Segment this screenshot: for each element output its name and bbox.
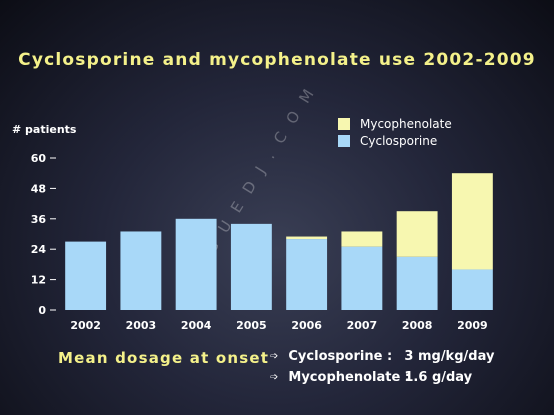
y-tick-label: 60 xyxy=(31,152,47,165)
x-tick-label: 2003 xyxy=(126,319,157,332)
y-tick-label: 0 xyxy=(38,304,46,317)
legend-swatch-cyclosporine xyxy=(338,135,350,147)
dosage-drug: Cyclosporine : xyxy=(288,349,393,364)
bar-mycophenolate-2009 xyxy=(451,173,493,270)
legend-label-cyclosporine: Cyclosporine xyxy=(360,134,437,148)
arrow-right-icon: ➩ xyxy=(270,372,279,383)
bar-cyclosporine-2009 xyxy=(451,269,493,310)
y-axis-ticks: 0 12 24 36 48 60 xyxy=(31,152,56,317)
bar-cyclosporine-2003 xyxy=(120,231,162,310)
x-tick-label: 2004 xyxy=(181,319,212,332)
y-tick-label: 48 xyxy=(31,182,46,195)
x-axis-ticks: 2002 2003 2004 2005 2006 2007 2008 2009 xyxy=(70,319,487,332)
x-tick-label: 2002 xyxy=(70,319,101,332)
arrow-right-icon: ➩ xyxy=(270,351,279,362)
bar-mycophenolate-2008 xyxy=(396,211,438,257)
x-tick-label: 2005 xyxy=(236,319,267,332)
dosage-row-cyclosporine: ➩ Cyclosporine : 3 mg/kg/day xyxy=(270,349,494,364)
y-tick-label: 36 xyxy=(31,213,47,226)
slide-title: Cyclosporine and mycophenolate use 2002-… xyxy=(18,50,536,70)
bar-cyclosporine-2008 xyxy=(396,256,438,310)
bar-mycophenolate-2007 xyxy=(341,231,383,247)
legend-swatch-mycophenolate xyxy=(338,118,350,130)
dosage-section: Mean dosage at onset ➩ Cyclosporine : 3 … xyxy=(0,345,554,395)
dosage-heading: Mean dosage at onset xyxy=(58,349,270,367)
bar-cyclosporine-2006 xyxy=(286,239,328,310)
legend-label-mycophenolate: Mycophenolate xyxy=(360,117,452,131)
x-tick-label: 2008 xyxy=(402,319,433,332)
bar-cyclosporine-2007 xyxy=(341,246,383,310)
x-tick-label: 2006 xyxy=(291,319,322,332)
bar-cyclosporine-2004 xyxy=(175,218,217,310)
y-axis-label: # patients xyxy=(12,123,77,136)
dosage-value: 3 mg/kg/day xyxy=(404,349,495,364)
legend: Mycophenolate Cyclosporine xyxy=(338,117,452,148)
bar-mycophenolate-2006 xyxy=(286,236,328,240)
y-tick-label: 12 xyxy=(31,274,46,287)
dosage-value: 1.6 g/day xyxy=(404,370,473,385)
x-tick-label: 2009 xyxy=(457,319,488,332)
y-tick-label: 24 xyxy=(31,243,47,256)
x-tick-label: 2007 xyxy=(347,319,378,332)
dosage-row-mycophenolate: ➩ Mycophenolate : 1.6 g/day xyxy=(270,370,472,385)
dosage-drug: Mycophenolate : xyxy=(288,370,410,385)
bars xyxy=(65,173,493,310)
bar-cyclosporine-2005 xyxy=(230,223,272,310)
bar-cyclosporine-2002 xyxy=(65,241,107,310)
